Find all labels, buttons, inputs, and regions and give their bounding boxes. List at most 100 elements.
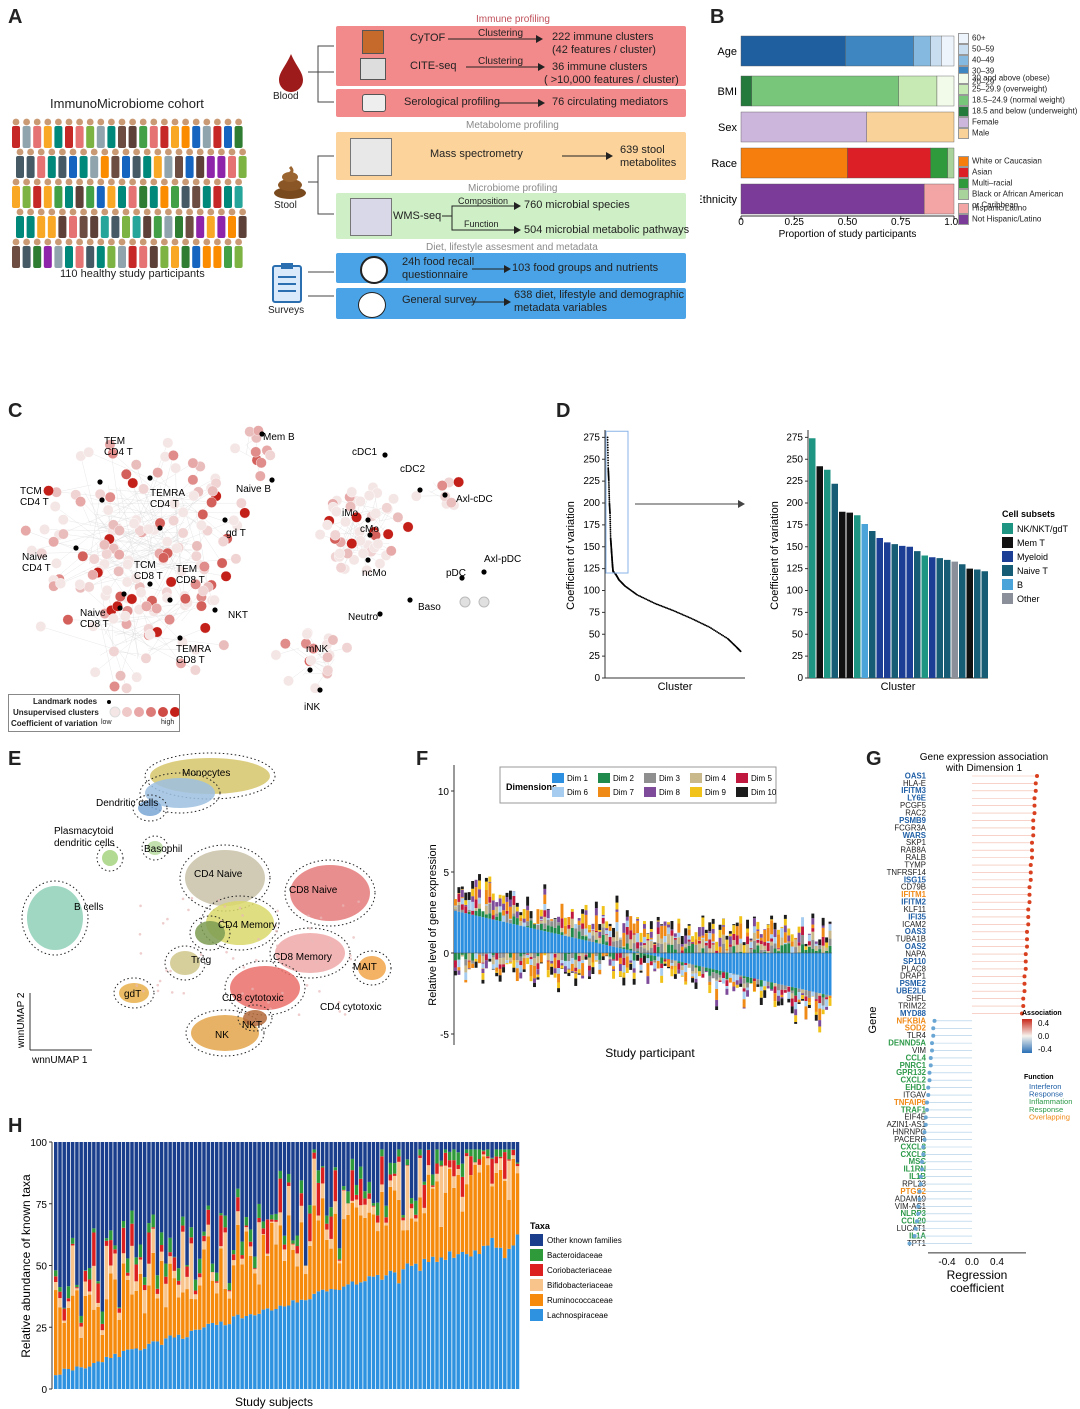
dim-bar — [646, 940, 650, 951]
taxa-bar — [388, 1142, 393, 1163]
taxa-bar — [464, 1184, 469, 1255]
umap-label: Monocytes — [182, 768, 230, 779]
taxa-bar — [231, 1316, 236, 1389]
taxa-bar — [299, 1193, 304, 1206]
taxa-bar — [443, 1259, 448, 1389]
gene-label: PSMB9 — [899, 816, 927, 825]
dim-bar — [777, 934, 780, 948]
taxa-bar — [138, 1244, 143, 1258]
taxa-bar — [342, 1189, 346, 1191]
dim-bar — [550, 932, 554, 953]
cv-point — [719, 632, 722, 635]
cluster-node — [327, 634, 339, 646]
dim-bar — [577, 969, 581, 974]
cv-bar — [906, 546, 913, 678]
dim-bar — [464, 979, 468, 983]
taxa-bar — [70, 1370, 75, 1389]
taxa-bar — [392, 1142, 397, 1164]
cohort-caption: 110 healthy study participants — [60, 268, 205, 280]
taxa-bar — [511, 1149, 516, 1156]
dim-label: Dim 5 — [751, 774, 772, 783]
umap-point — [281, 991, 284, 995]
dim-bar — [577, 918, 581, 921]
cv-point — [720, 633, 723, 636]
gene-label: PACERR — [894, 1135, 926, 1144]
person-body — [69, 156, 77, 178]
bar-segment-bmi — [751, 75, 899, 107]
taxa-bar — [134, 1290, 138, 1349]
gene-label: IFITM1 — [901, 890, 926, 899]
coef-dot — [1033, 788, 1038, 793]
dim-bar — [680, 962, 684, 966]
dim-bar — [536, 953, 540, 957]
dim-bar — [708, 953, 712, 969]
dim-bar — [814, 1000, 818, 1012]
blood-label: Blood — [273, 91, 299, 102]
cv-point — [606, 436, 609, 439]
g-title-2: with Dimension 1 — [945, 763, 1023, 774]
taxa-bar — [405, 1230, 410, 1264]
dim-bar — [746, 932, 750, 937]
taxa-bar — [287, 1215, 291, 1306]
network-edge — [145, 636, 179, 659]
taxa-bar — [244, 1227, 249, 1232]
dim-bar — [777, 953, 780, 984]
person-body — [79, 156, 88, 178]
taxa-bar — [104, 1238, 109, 1241]
dim-bar — [701, 966, 705, 974]
cluster-node — [197, 509, 209, 520]
cluster-node — [346, 486, 358, 498]
function-label: Response — [1029, 1105, 1063, 1114]
gene-label: CXCL3 — [900, 1150, 926, 1159]
taxa-bar — [388, 1180, 393, 1187]
person-head — [214, 178, 221, 186]
dim-bar — [742, 945, 746, 953]
taxa-bar — [359, 1178, 363, 1206]
umap-label: NKT — [242, 1020, 262, 1031]
network-edge — [107, 511, 245, 514]
taxa-bar — [456, 1174, 460, 1255]
taxa-bar — [371, 1142, 376, 1204]
dim-bar — [481, 963, 485, 969]
dim-bar — [498, 964, 502, 969]
dim-bar — [457, 911, 461, 953]
dim-bar — [502, 910, 506, 916]
metabolome-box — [336, 132, 686, 180]
dim-bar — [577, 955, 581, 962]
cluster-node — [107, 448, 119, 459]
dim-bar — [746, 936, 750, 945]
wms-arrow2-label: Function — [464, 219, 499, 229]
person-head — [218, 208, 225, 216]
dim-bar — [588, 965, 591, 971]
dim-bar — [735, 974, 739, 981]
taxa-bar — [75, 1366, 79, 1389]
person-head — [150, 178, 158, 186]
dim-bar — [742, 978, 746, 984]
umap-point — [142, 989, 145, 993]
cluster-node — [83, 581, 95, 593]
taxa-bar — [503, 1152, 507, 1179]
cluster-node — [135, 587, 147, 598]
coef-dot — [1027, 900, 1032, 905]
dim-bar — [663, 961, 667, 964]
cv-bar — [831, 483, 838, 678]
dim-bar — [673, 966, 677, 975]
cluster-node — [20, 525, 32, 537]
person-body — [75, 126, 84, 148]
right-x-title: Cluster — [881, 681, 916, 693]
taxa-bar — [447, 1168, 452, 1252]
cv-charts: 0255075100125150175200225250275Coefficie… — [565, 430, 1069, 693]
taxa-bar — [409, 1203, 414, 1209]
taxa-bar — [308, 1241, 312, 1246]
dim-bar — [577, 953, 581, 956]
dim-bar — [563, 917, 567, 926]
dim-bar — [502, 915, 506, 922]
umap-label: CD4 cytotoxic — [320, 1002, 382, 1013]
taxa-bar — [248, 1241, 253, 1247]
dim-bar — [715, 941, 719, 951]
umap-point — [182, 991, 186, 995]
dim-bar — [639, 932, 643, 943]
taxa-label: Bacteroidaceae — [547, 1251, 603, 1260]
cite-result1: 36 immune clusters — [552, 61, 648, 73]
cite-arrow-label: Clustering — [478, 56, 524, 67]
